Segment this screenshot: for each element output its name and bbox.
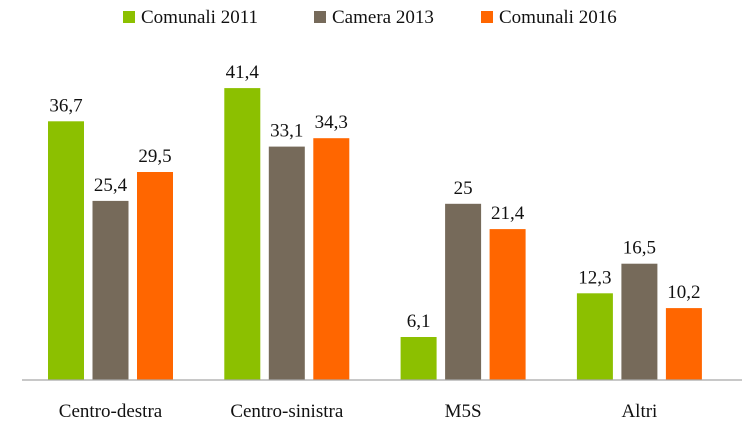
value-label-3-2: 25: [454, 178, 473, 199]
value-label-1-2: 25,4: [94, 175, 128, 196]
value-label-4-2: 16,5: [623, 238, 656, 259]
value-label-4-3: 10,2: [667, 282, 700, 303]
value-label-2-3: 34,3: [315, 112, 348, 133]
value-label-4-1: 12,3: [578, 267, 611, 288]
bar-2-2: [268, 146, 305, 380]
category-label-4: Altri: [621, 401, 657, 422]
legend-swatch-2: [314, 11, 326, 23]
value-label-3-3: 21,4: [491, 203, 525, 224]
legend-label-2: Camera 2013: [332, 7, 434, 28]
value-label-3-1: 6,1: [407, 311, 431, 332]
value-label-1-1: 36,7: [49, 95, 82, 116]
bar-4-3: [665, 308, 702, 380]
bar-1-2: [92, 200, 129, 380]
value-labels-group: 36,7 25,4 29,5 41,4 33,1 34,3 6,1 25 21,4 12,3 16,…: [49, 62, 700, 332]
category-label-3: M5S: [445, 401, 482, 422]
bar-4-2: [621, 263, 658, 380]
category-labels-group: Centro-destra Centro-sinistra M5S Altri: [59, 401, 658, 422]
legend-label-3: Comunali 2016: [499, 7, 617, 28]
bar-2-3: [313, 138, 350, 380]
bar-1-1: [48, 121, 84, 381]
bar-3-2: [445, 203, 482, 381]
legend-swatch-3: [481, 11, 493, 23]
bars-group: [48, 88, 702, 381]
bar-1-3: [137, 172, 173, 380]
value-label-1-3: 29,5: [138, 146, 171, 167]
value-label-2-2: 33,1: [270, 121, 303, 142]
category-label-2: Centro-sinistra: [230, 401, 343, 422]
bar-2-1: [224, 88, 261, 380]
bar-3-3: [489, 229, 526, 380]
legend-swatch-1: [123, 11, 135, 23]
bar-3-1: [400, 337, 437, 380]
legend: Comunali 2011 Camera 2013 Comunali 2016: [123, 7, 617, 28]
value-label-2-1: 41,4: [226, 62, 260, 83]
category-label-1: Centro-destra: [59, 401, 163, 422]
bar-4-1: [576, 293, 613, 380]
legend-label-1: Comunali 2011: [141, 7, 258, 28]
